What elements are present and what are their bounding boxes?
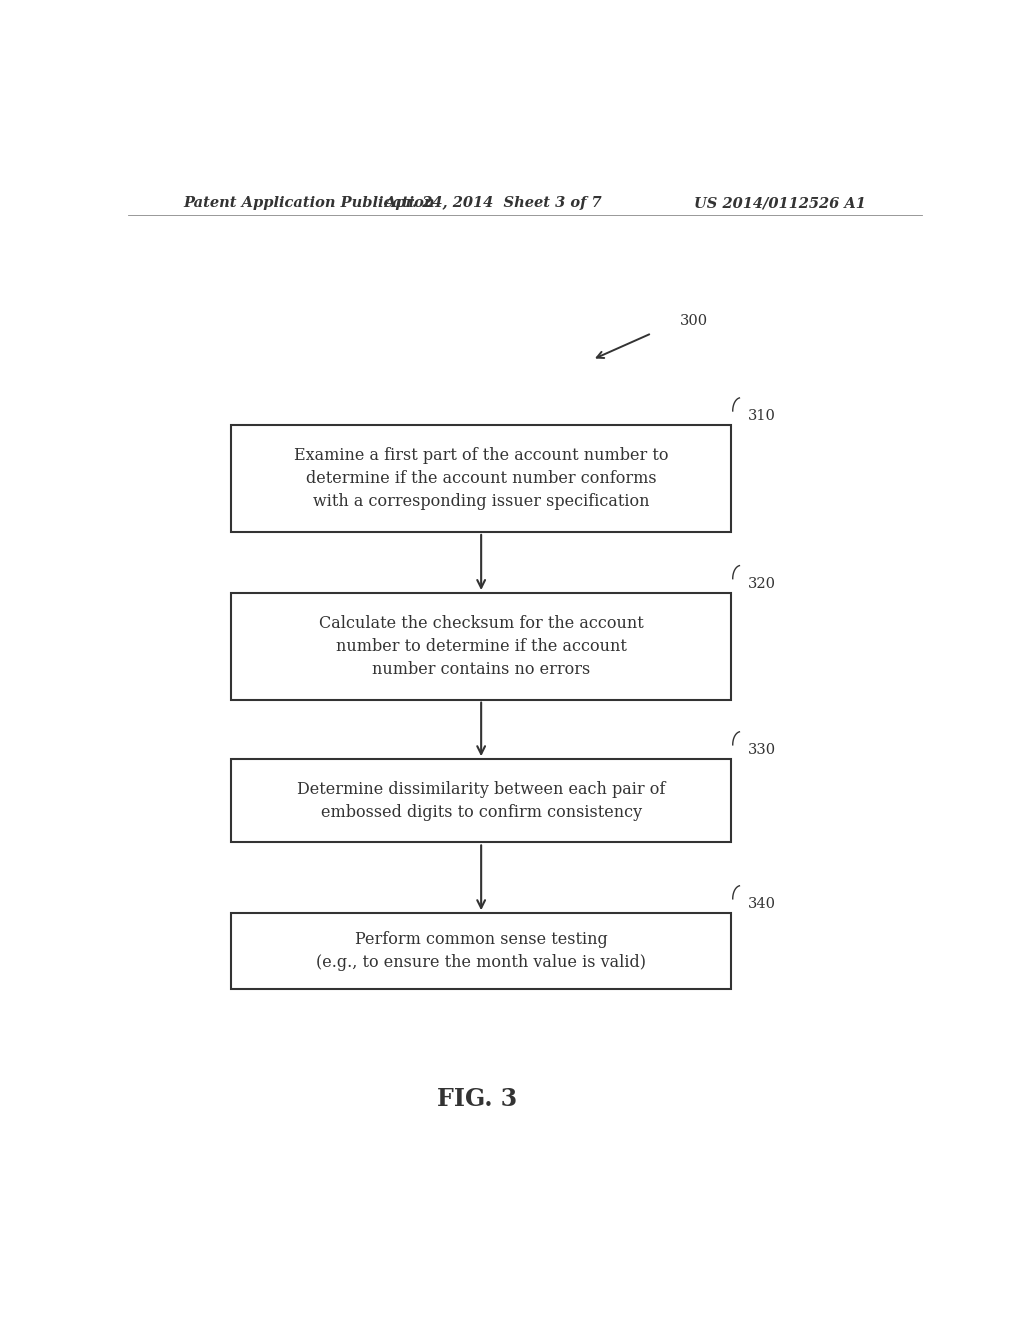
Text: 320: 320 — [748, 577, 776, 591]
Text: Perform common sense testing
(e.g., to ensure the month value is valid): Perform common sense testing (e.g., to e… — [316, 932, 646, 972]
Text: Determine dissimilarity between each pair of
embossed digits to confirm consiste: Determine dissimilarity between each pai… — [297, 781, 666, 821]
Text: Examine a first part of the account number to
determine if the account number co: Examine a first part of the account numb… — [294, 447, 669, 510]
Bar — [231, 425, 731, 532]
Text: 300: 300 — [680, 314, 708, 329]
Bar — [231, 593, 731, 700]
Text: 340: 340 — [748, 898, 776, 911]
Text: Calculate the checksum for the account
number to determine if the account
number: Calculate the checksum for the account n… — [318, 615, 643, 677]
Bar — [231, 913, 731, 989]
Bar — [231, 759, 731, 842]
Text: US 2014/0112526 A1: US 2014/0112526 A1 — [694, 197, 866, 210]
Text: Apr. 24, 2014  Sheet 3 of 7: Apr. 24, 2014 Sheet 3 of 7 — [384, 197, 602, 210]
Text: 330: 330 — [748, 743, 776, 758]
Text: Patent Application Publication: Patent Application Publication — [183, 197, 435, 210]
Text: FIG. 3: FIG. 3 — [437, 1086, 517, 1110]
Text: 310: 310 — [748, 409, 775, 424]
